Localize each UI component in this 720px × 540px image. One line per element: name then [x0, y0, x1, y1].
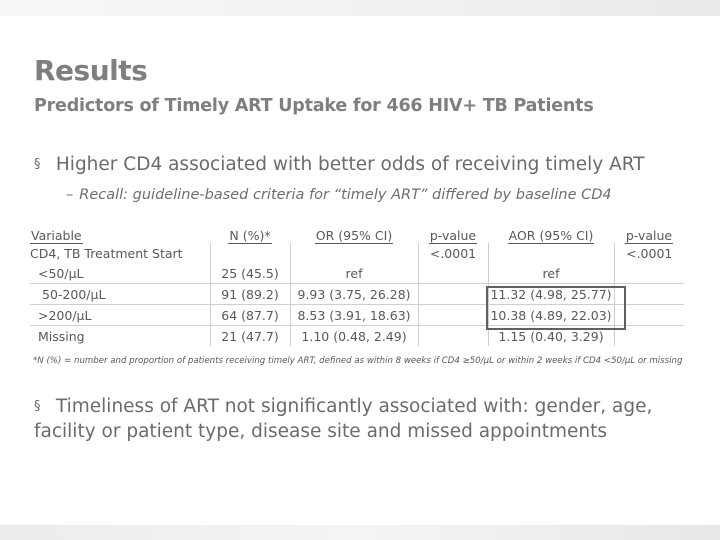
sub-bullet-dash: –	[66, 187, 74, 203]
header-n: N (%)*	[228, 228, 272, 244]
cell-p	[417, 283, 488, 305]
cell-p	[417, 325, 488, 346]
cell-p	[417, 304, 488, 326]
cell-or: 1.10 (0.48, 2.49)	[289, 325, 418, 346]
cell-p-adj	[613, 283, 684, 305]
table-row-group: CD4, TB Treatment Start <.0001 <.0001	[30, 243, 684, 263]
cell-or: 8.53 (3.91, 18.63)	[289, 304, 418, 326]
cell-n: 21 (47.7)	[209, 325, 290, 346]
aor-highlight-box	[486, 286, 626, 330]
cell-group-label: CD4, TB Treatment Start	[30, 245, 183, 261]
header-p-value-adj: p-value	[624, 228, 674, 244]
slide-title: Results	[34, 54, 148, 87]
slide-subtitle: Predictors of Timely ART Uptake for 466 …	[34, 96, 594, 116]
table-row: Missing 21 (47.7) 1.10 (0.48, 2.49) 1.15…	[30, 325, 684, 346]
cell-aor: 11.32 (4.98, 25.77)	[487, 283, 614, 305]
sub-bullet-text: Recall: guideline-based criteria for “ti…	[79, 187, 612, 203]
cell-empty	[487, 243, 614, 263]
table-header-row: Variable N (%)* OR (95% CI) p-value AOR …	[30, 221, 684, 244]
bullet-timeliness: § Timeliness of ART not significantly as…	[34, 394, 694, 444]
cell-n: 91 (89.2)	[209, 283, 290, 305]
cell-variable: >200/µL	[30, 304, 210, 326]
cell-p-adj	[613, 304, 684, 326]
cell-variable: Missing	[30, 325, 210, 346]
cell-aor: 10.38 (4.89, 22.03)	[487, 304, 614, 326]
header-or: OR (95% CI)	[314, 228, 394, 244]
cell-variable: 50-200/µL	[30, 283, 210, 305]
table-footnote: *N (%) = number and proportion of patien…	[33, 356, 683, 366]
cell-group-p: <.0001	[417, 243, 488, 263]
table-row: <50/µL 25 (45.5) ref ref	[30, 263, 684, 284]
cell-or: 9.93 (3.75, 26.28)	[289, 283, 418, 305]
cell-p-adj	[613, 263, 684, 284]
top-decor-bar	[0, 0, 720, 16]
bullet-marker-icon: §	[34, 399, 41, 414]
bottom-decor-bar	[0, 525, 720, 540]
cell-aor: ref	[487, 263, 614, 284]
cell-variable: <50/µL	[38, 265, 84, 281]
results-table: Variable N (%)* OR (95% CI) p-value AOR …	[30, 221, 684, 346]
bullet-text: Higher CD4 associated with better odds o…	[55, 154, 645, 175]
cell-n: 25 (45.5)	[209, 263, 290, 284]
cell-group-p-adj: <.0001	[613, 243, 684, 263]
sub-bullet-recall: – Recall: guideline-based criteria for “t…	[66, 187, 612, 203]
header-aor: AOR (95% CI)	[507, 228, 595, 244]
bullet-text: Timeliness of ART not significantly asso…	[34, 396, 653, 442]
header-p-value: p-value	[428, 228, 478, 244]
cell-empty	[289, 243, 418, 263]
cell-aor: 1.15 (0.40, 3.29)	[487, 325, 614, 346]
cell-empty	[209, 243, 290, 263]
header-variable: Variable	[30, 228, 83, 244]
table-row: 50-200/µL 91 (89.2) 9.93 (3.75, 26.28) 1…	[30, 283, 684, 305]
cell-p-adj	[613, 325, 684, 346]
table-row: >200/µL 64 (87.7) 8.53 (3.91, 18.63) 10.…	[30, 304, 684, 326]
cell-n: 64 (87.7)	[209, 304, 290, 326]
cell-p	[417, 263, 488, 284]
cell-or: ref	[289, 263, 418, 284]
bullet-marker-icon: §	[34, 157, 41, 172]
bullet-cd4: § Higher CD4 associated with better odds…	[34, 152, 645, 177]
